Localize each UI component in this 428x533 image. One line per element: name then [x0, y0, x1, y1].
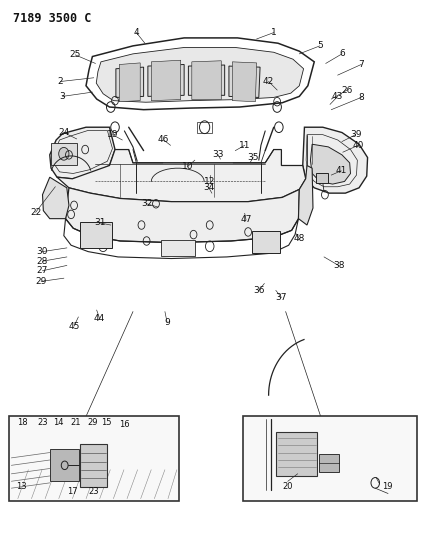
Polygon shape	[188, 65, 225, 95]
Text: 38: 38	[333, 261, 344, 270]
Text: 36: 36	[253, 286, 265, 295]
Polygon shape	[50, 127, 115, 179]
Text: 19: 19	[107, 130, 118, 139]
Text: 16: 16	[119, 420, 130, 429]
Polygon shape	[116, 67, 144, 98]
Text: 19: 19	[382, 482, 392, 491]
Polygon shape	[229, 66, 260, 98]
Bar	[243, 416, 416, 502]
Text: 37: 37	[276, 293, 287, 302]
Text: 44: 44	[94, 314, 105, 323]
Text: 10: 10	[182, 162, 193, 171]
Text: 31: 31	[94, 219, 105, 228]
Text: 14: 14	[53, 418, 63, 427]
Text: 29: 29	[36, 277, 47, 286]
Polygon shape	[303, 127, 368, 193]
Text: 48: 48	[294, 235, 305, 244]
Text: 6: 6	[339, 50, 345, 58]
Text: 2: 2	[58, 77, 63, 86]
Bar	[316, 173, 328, 182]
Text: 27: 27	[37, 266, 48, 275]
Text: 15: 15	[101, 418, 112, 427]
Polygon shape	[65, 188, 299, 243]
Bar	[160, 240, 195, 256]
Polygon shape	[148, 64, 184, 96]
Polygon shape	[42, 177, 69, 219]
Polygon shape	[151, 60, 181, 101]
Polygon shape	[298, 165, 313, 225]
Bar	[253, 231, 280, 253]
Text: 7189 3500 C: 7189 3500 C	[14, 12, 92, 26]
Bar	[276, 432, 317, 476]
Text: 3: 3	[59, 92, 65, 101]
Bar	[51, 143, 77, 165]
Text: 40: 40	[353, 141, 364, 150]
Text: 35: 35	[247, 153, 259, 162]
Text: 29: 29	[87, 418, 98, 427]
Polygon shape	[192, 61, 221, 100]
Text: 42: 42	[263, 77, 274, 86]
Text: 39: 39	[350, 130, 361, 139]
Text: 20: 20	[282, 482, 293, 491]
Bar	[197, 122, 212, 133]
Text: 11: 11	[239, 141, 250, 150]
Text: 18: 18	[17, 418, 27, 427]
Circle shape	[59, 148, 69, 160]
Text: 17: 17	[67, 487, 77, 496]
Text: 8: 8	[358, 93, 364, 102]
Text: 45: 45	[68, 321, 80, 330]
Text: 12: 12	[204, 177, 215, 186]
Bar	[319, 454, 339, 472]
Text: 47: 47	[240, 215, 252, 224]
Text: 4: 4	[134, 28, 139, 37]
Text: 26: 26	[342, 85, 353, 94]
Text: 23: 23	[37, 418, 48, 427]
Text: 22: 22	[30, 208, 41, 217]
Bar	[80, 222, 112, 248]
Text: 43: 43	[332, 92, 343, 101]
Text: 34: 34	[203, 183, 214, 192]
Text: 25: 25	[70, 51, 81, 59]
Text: 7: 7	[358, 60, 364, 69]
Text: 33: 33	[213, 150, 224, 159]
Polygon shape	[310, 144, 351, 184]
Text: 1: 1	[271, 28, 276, 37]
Bar	[9, 416, 179, 502]
Polygon shape	[119, 63, 140, 102]
Text: 24: 24	[58, 128, 69, 137]
Text: 41: 41	[336, 166, 347, 175]
Bar	[80, 444, 107, 487]
Text: 21: 21	[70, 418, 80, 427]
Bar	[50, 449, 79, 481]
Text: 13: 13	[16, 482, 27, 491]
Text: 32: 32	[141, 199, 152, 208]
Text: 46: 46	[158, 135, 169, 144]
Text: 23: 23	[89, 487, 99, 496]
Text: 5: 5	[317, 42, 323, 51]
Text: 9: 9	[164, 318, 170, 327]
Polygon shape	[57, 150, 306, 201]
Text: 30: 30	[37, 247, 48, 256]
Text: 28: 28	[37, 257, 48, 265]
Polygon shape	[232, 62, 257, 102]
Polygon shape	[96, 47, 303, 102]
